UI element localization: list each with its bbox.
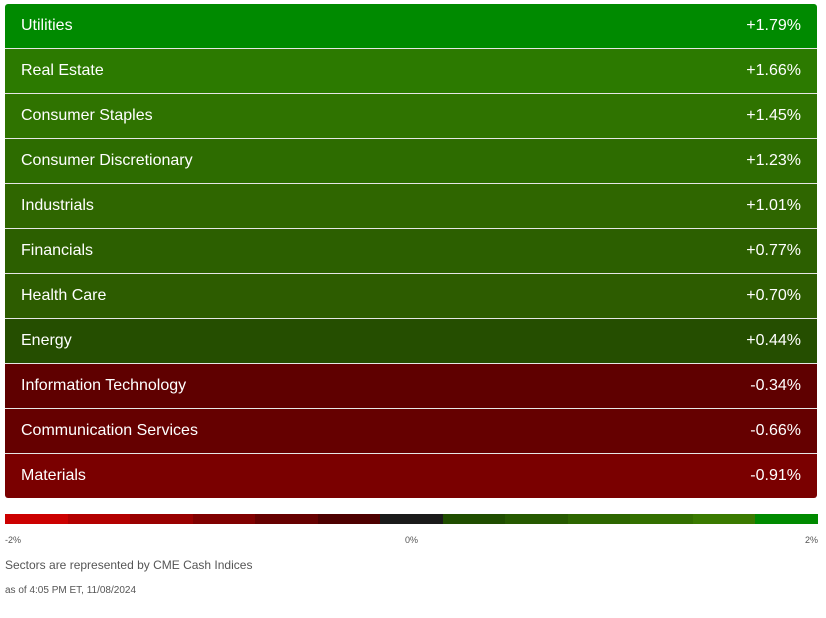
sector-name: Health Care — [21, 287, 107, 304]
sector-change: -0.91% — [750, 467, 801, 484]
sector-row-financials[interactable]: Financials +0.77% — [5, 229, 817, 274]
scale-label-min: -2% — [5, 535, 22, 545]
sector-row-information-technology[interactable]: Information Technology -0.34% — [5, 364, 817, 409]
sector-change: +1.66% — [746, 62, 801, 79]
scale-segment — [255, 514, 318, 524]
sector-row-industrials[interactable]: Industrials +1.01% — [5, 184, 817, 229]
sector-row-consumer-staples[interactable]: Consumer Staples +1.45% — [5, 94, 817, 139]
scale-segment — [567, 514, 631, 524]
sector-change: +1.79% — [746, 17, 801, 34]
sector-row-utilities[interactable]: Utilities +1.79% — [5, 4, 817, 49]
scale-segment — [630, 514, 693, 524]
source-note: Sectors are represented by CME Cash Indi… — [5, 558, 253, 572]
scale-segment — [317, 514, 381, 524]
sector-name: Financials — [21, 242, 94, 259]
sector-change: +0.70% — [746, 287, 801, 304]
sector-name: Utilities — [21, 17, 73, 34]
sector-change: +0.44% — [746, 332, 801, 349]
sector-change: +1.45% — [746, 107, 801, 124]
scale-segment — [755, 514, 818, 524]
scale-segment — [442, 514, 506, 524]
scale-segment — [192, 514, 256, 524]
sector-change: +1.23% — [746, 152, 801, 169]
sector-change: +1.01% — [746, 197, 801, 214]
scale-segment — [692, 514, 756, 524]
sector-name: Consumer Staples — [21, 107, 153, 124]
scale-segment — [67, 514, 131, 524]
sector-row-consumer-discretionary[interactable]: Consumer Discretionary +1.23% — [5, 139, 817, 184]
as-of-timestamp: as of 4:05 PM ET, 11/08/2024 — [5, 585, 137, 596]
scale-segment — [130, 514, 193, 524]
sector-change: -0.66% — [750, 422, 801, 439]
sector-name: Information Technology — [21, 377, 187, 394]
sector-performance-panel: Utilities +1.79% Real Estate +1.66% Cons… — [5, 4, 817, 498]
sector-row-communication-services[interactable]: Communication Services -0.66% — [5, 409, 817, 454]
sector-row-materials[interactable]: Materials -0.91% — [5, 454, 817, 498]
sector-change: +0.77% — [746, 242, 801, 259]
sector-name: Real Estate — [21, 62, 104, 79]
scale-segment — [505, 514, 568, 524]
scale-segment — [5, 514, 68, 524]
sector-name: Energy — [21, 332, 72, 349]
sector-name: Materials — [21, 467, 86, 484]
sector-name: Industrials — [21, 197, 94, 214]
scale-label-mid: 0% — [405, 535, 419, 545]
scale-label-max: 2% — [804, 535, 818, 545]
sector-row-health-care[interactable]: Health Care +0.70% — [5, 274, 817, 319]
color-scale-labels: -2% 0% 2% — [5, 535, 818, 547]
sector-row-real-estate[interactable]: Real Estate +1.66% — [5, 49, 817, 94]
sector-name: Consumer Discretionary — [21, 152, 193, 169]
sector-change: -0.34% — [750, 377, 801, 394]
sector-name: Communication Services — [21, 422, 198, 439]
color-scale-legend — [5, 514, 818, 524]
sector-row-energy[interactable]: Energy +0.44% — [5, 319, 817, 364]
scale-segment — [380, 514, 443, 524]
